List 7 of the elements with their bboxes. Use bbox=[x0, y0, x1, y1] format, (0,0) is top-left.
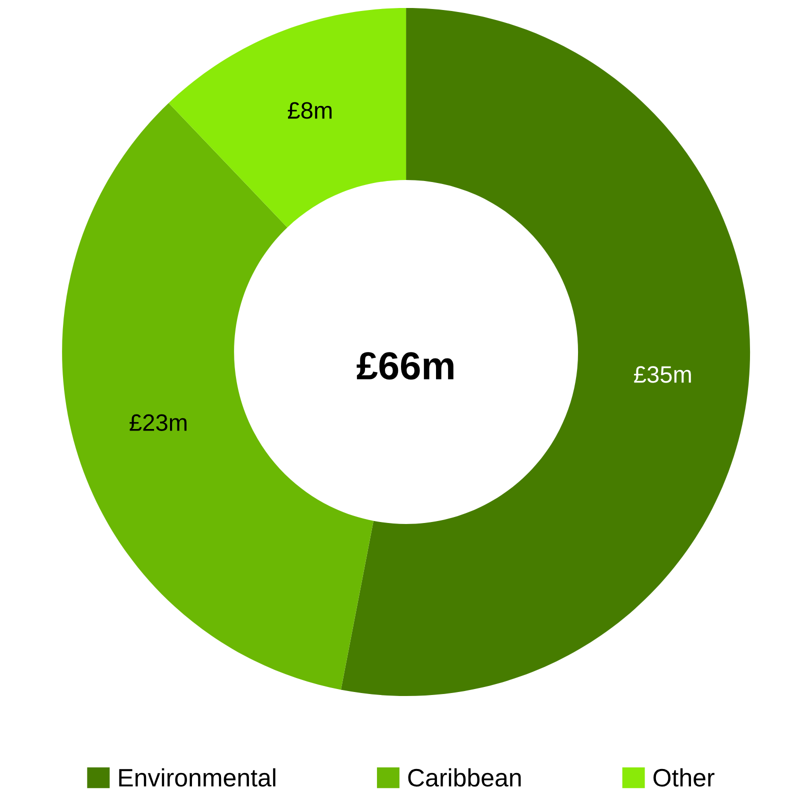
data-label: £23m bbox=[130, 414, 186, 432]
legend-label: Other bbox=[653, 768, 714, 787]
data-label: £8m bbox=[288, 102, 332, 119]
text: £66m bbox=[356, 352, 454, 380]
data-label: £35m bbox=[634, 366, 691, 383]
legend-label: Environmental bbox=[119, 768, 276, 787]
legend-label: Caribbean bbox=[408, 768, 521, 787]
